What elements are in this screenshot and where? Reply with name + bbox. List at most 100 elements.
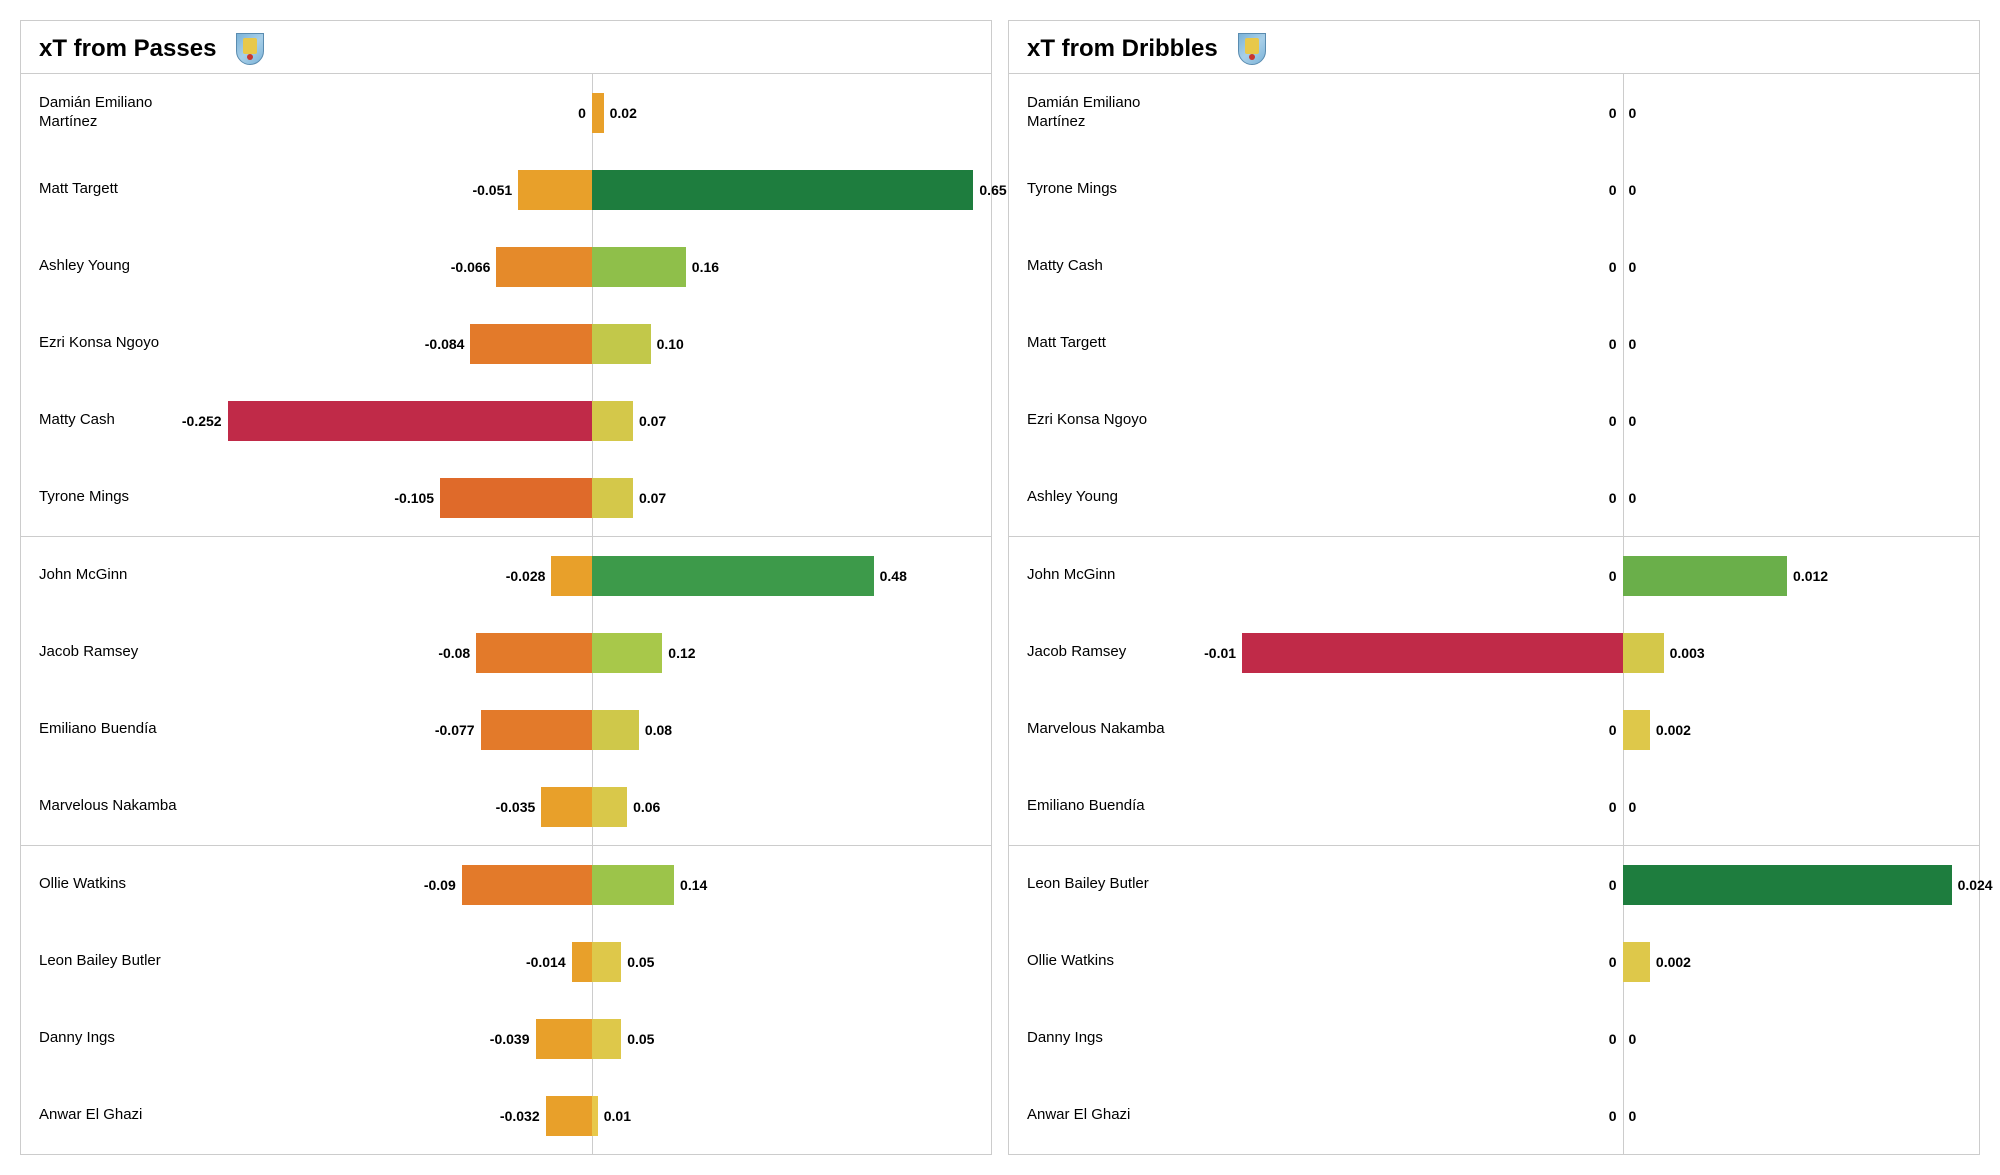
bar-positive xyxy=(592,401,633,441)
axis-line xyxy=(1623,459,1624,536)
player-name: Danny Ings xyxy=(1009,1029,1204,1048)
bar-area: -0.1050.07 xyxy=(216,459,991,536)
bar-area: 00 xyxy=(1204,228,1979,305)
value-negative: -0.051 xyxy=(472,182,512,198)
bar-area: 00 xyxy=(1204,768,1979,845)
value-positive: 0.024 xyxy=(1958,877,1993,893)
panel-dribbles: xT from Dribbles Damián Emiliano Martínez… xyxy=(1008,20,1980,1155)
value-positive: 0.08 xyxy=(645,722,672,738)
bar-positive xyxy=(1623,865,1952,905)
bar-area: 00 xyxy=(1204,1000,1979,1077)
chart-row: Leon Bailey Butler00.024 xyxy=(1009,845,1979,923)
value-negative: 0 xyxy=(1609,954,1617,970)
bar-area: -0.032 0.01 xyxy=(216,1077,991,1154)
chart-rows: Damián Emiliano Martínez00Tyrone Mings00… xyxy=(1009,73,1979,1154)
value-positive: 0 xyxy=(1629,1031,1637,1047)
value-positive: 0.003 xyxy=(1670,645,1705,661)
player-name: Anwar El Ghazi xyxy=(1009,1106,1204,1125)
bar-positive xyxy=(1623,710,1650,750)
value-negative: -0.01 xyxy=(1204,645,1236,661)
bar-negative xyxy=(572,942,592,982)
player-name: Danny Ings xyxy=(21,1029,216,1048)
axis-line xyxy=(1623,382,1624,459)
value-positive: 0 xyxy=(1629,182,1637,198)
panel-header: xT from Passes xyxy=(21,21,991,73)
player-name: Jacob Ramsey xyxy=(21,643,216,662)
value-positive: 0 xyxy=(1629,105,1637,121)
chart-row: Matt Targett00 xyxy=(1009,305,1979,382)
value-negative: 0 xyxy=(1609,1108,1617,1124)
value-positive: 0.65 xyxy=(979,182,1006,198)
bar-negative xyxy=(541,787,592,827)
value-negative: -0.084 xyxy=(425,336,465,352)
panel-header: xT from Dribbles xyxy=(1009,21,1979,73)
value-positive: 0.002 xyxy=(1656,954,1691,970)
value-negative: -0.077 xyxy=(435,722,475,738)
value-negative: 0 xyxy=(1609,1031,1617,1047)
value-negative: -0.032 xyxy=(500,1108,540,1124)
chart-row: Danny Ings-0.0390.05 xyxy=(21,1000,991,1077)
chart-row: Ashley Young-0.0660.16 xyxy=(21,228,991,305)
value-negative: 0 xyxy=(1609,568,1617,584)
value-positive: 0.05 xyxy=(627,1031,654,1047)
bar-negative xyxy=(546,1096,592,1136)
bar-positive xyxy=(592,247,686,287)
chart-row: Matty Cash00 xyxy=(1009,228,1979,305)
bar-area: -0.0140.05 xyxy=(216,923,991,1000)
player-name: John McGinn xyxy=(1009,566,1204,585)
axis-line xyxy=(1623,1077,1624,1154)
chart-row: Ezri Konsa Ngoyo00 xyxy=(1009,382,1979,459)
bar-area: -0.0280.48 xyxy=(216,537,991,614)
value-positive: 0.14 xyxy=(680,877,707,893)
bar-area: 00 xyxy=(1204,459,1979,536)
value-positive: 0.10 xyxy=(657,336,684,352)
value-positive: 0.01 xyxy=(604,1108,631,1124)
chart-row: John McGinn-0.0280.48 xyxy=(21,536,991,614)
player-name: Tyrone Mings xyxy=(1009,180,1204,199)
bar-positive xyxy=(592,633,662,673)
value-negative: -0.066 xyxy=(451,259,491,275)
value-negative: 0 xyxy=(1609,105,1617,121)
bar-area: 00.024 xyxy=(1204,846,1979,923)
chart-row: John McGinn00.012 xyxy=(1009,536,1979,614)
value-positive: 0.02 xyxy=(610,105,637,121)
bar-area: -0.0510.65 xyxy=(216,151,991,228)
bar-negative xyxy=(476,633,592,673)
panel-passes: xT from Passes Damián Emiliano Martínez 0 0… xyxy=(20,20,992,1155)
player-name: Leon Bailey Butler xyxy=(1009,875,1204,894)
axis-line xyxy=(1623,1000,1624,1077)
player-name: Marvelous Nakamba xyxy=(21,797,216,816)
value-negative: 0 xyxy=(1609,799,1617,815)
bar-negative xyxy=(551,556,591,596)
panel-title: xT from Dribbles xyxy=(1027,35,1218,63)
value-negative: 0 xyxy=(578,105,586,121)
axis-line xyxy=(1623,305,1624,382)
bar-negative xyxy=(470,324,591,364)
axis-line xyxy=(1623,768,1624,845)
bar-negative xyxy=(496,247,591,287)
bar-positive xyxy=(592,942,621,982)
bar-area: -0.0390.05 xyxy=(216,1000,991,1077)
player-name: Matty Cash xyxy=(1009,257,1204,276)
player-name: Emiliano Buendía xyxy=(21,720,216,739)
bar-positive xyxy=(592,556,874,596)
player-name: Damián Emiliano Martínez xyxy=(21,94,216,132)
bar-negative xyxy=(481,710,592,750)
chart-row: Matty Cash-0.2520.07 xyxy=(21,382,991,459)
bar-positive xyxy=(592,1096,598,1136)
bar-positive xyxy=(1623,633,1664,673)
value-negative: -0.08 xyxy=(438,645,470,661)
chart-row: Anwar El Ghazi -0.032 0.01 xyxy=(21,1077,991,1154)
bar-positive xyxy=(592,865,674,905)
chart-row: Ollie Watkins 0 0.002 xyxy=(1009,923,1979,1000)
value-positive: 0 xyxy=(1629,413,1637,429)
bar-area: -0.080.12 xyxy=(216,614,991,691)
value-negative: 0 xyxy=(1609,182,1617,198)
bar-negative xyxy=(462,865,592,905)
player-name: Damián Emiliano Martínez xyxy=(1009,94,1204,132)
player-name: Ollie Watkins xyxy=(1009,952,1204,971)
bar-negative xyxy=(440,478,592,518)
player-name: Anwar El Ghazi xyxy=(21,1106,216,1125)
value-negative: 0 xyxy=(1609,336,1617,352)
bar-negative xyxy=(536,1019,592,1059)
